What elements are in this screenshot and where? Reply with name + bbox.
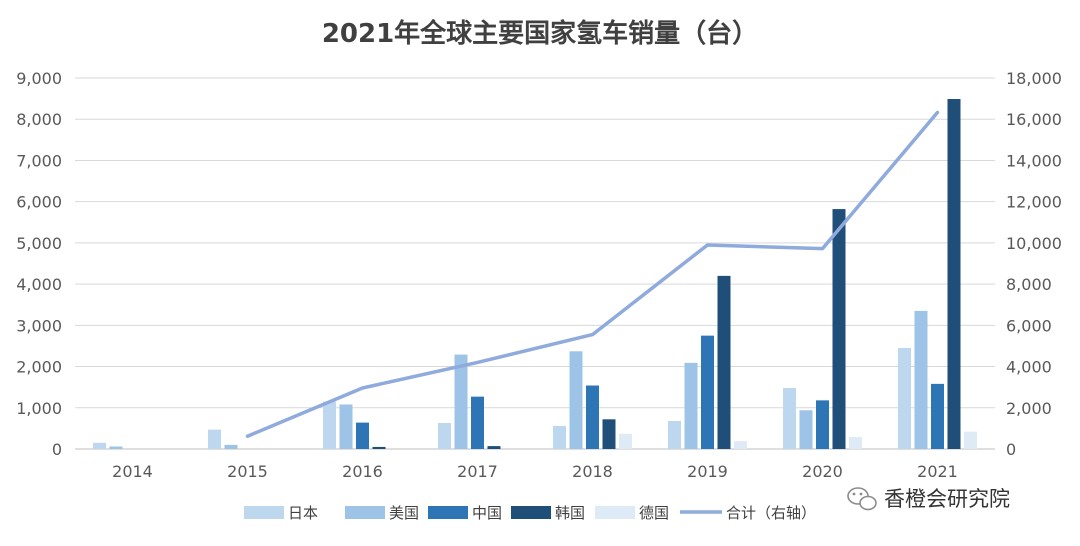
bar-中国-2021: [931, 383, 944, 449]
legend-label: 美国: [389, 504, 419, 522]
x-tick-label: 2019: [687, 462, 728, 481]
bar-德国-2021: [964, 431, 977, 449]
legend-swatch: [244, 506, 284, 519]
bar-日本-2021: [898, 348, 911, 449]
y2-tick-label: 6,000: [1006, 316, 1052, 335]
y-tick-label: 5,000: [16, 234, 62, 253]
bar-日本-2018: [553, 425, 566, 449]
x-tick-label: 2020: [802, 462, 843, 481]
x-tick-label: 2017: [457, 462, 498, 481]
x-axis-ticks: 2014 2015 2016 2017 2018 2019 2020 2021: [112, 462, 958, 481]
bar-美国-2020: [799, 410, 813, 449]
legend-swatch: [595, 506, 635, 519]
legend-label: 韩国: [555, 504, 585, 522]
y2-tick-label: 0: [1006, 440, 1016, 459]
y-tick-label: 6,000: [16, 193, 62, 212]
y2-tick-label: 14,000: [1006, 151, 1062, 170]
bar-韩国-2017: [487, 446, 501, 449]
bar-韩国-2016: [372, 446, 386, 449]
x-tick-label: 2018: [572, 462, 613, 481]
bar-美国-2017: [454, 354, 468, 449]
total-line: [245, 110, 940, 438]
legend-label: 德国: [639, 504, 669, 522]
bar-德国-2018: [619, 433, 632, 449]
wechat-icon: [847, 487, 877, 511]
legend: 日本 美国 中国 韩国 德国 合计（右轴）: [244, 504, 816, 522]
bar-日本-2016: [323, 401, 336, 449]
bar-日本-2015: [208, 429, 221, 449]
legend-swatch: [511, 506, 551, 519]
y-tick-label: 9,000: [16, 69, 62, 88]
x-tick-label: 2016: [342, 462, 383, 481]
y-tick-label: 8,000: [16, 110, 62, 129]
chart-title: 2021年全球主要国家氢车销量（台）: [322, 18, 758, 49]
bar-美国-2021: [914, 310, 928, 449]
legend-swatch: [345, 506, 385, 519]
y2-tick-label: 2,000: [1006, 399, 1052, 418]
bar-日本-2017: [438, 423, 451, 449]
bars: [93, 99, 977, 450]
bar-美国-2018: [569, 351, 583, 449]
bar-韩国-2018: [602, 419, 616, 449]
bar-中国-2017: [471, 396, 484, 449]
y-tick-label: 0: [52, 440, 62, 459]
watermark: 香橙会研究院: [847, 487, 1010, 511]
bar-中国-2020: [816, 400, 829, 449]
total-line-path: [245, 110, 940, 438]
watermark-text: 香橙会研究院: [884, 487, 1010, 511]
bar-美国-2014: [109, 446, 123, 449]
y-tick-label: 1,000: [16, 399, 62, 418]
gridlines: [75, 77, 995, 409]
y-tick-label: 4,000: [16, 275, 62, 294]
bar-美国-2019: [684, 362, 698, 449]
y2-tick-label: 10,000: [1006, 234, 1062, 253]
right-axis-ticks: 0 2,000 4,000 6,000 8,000 10,000 12,000 14,000 1…: [1006, 69, 1062, 459]
bar-日本-2020: [783, 387, 796, 449]
y2-tick-label: 12,000: [1006, 193, 1062, 212]
bar-德国-2020: [849, 437, 862, 449]
y-tick-label: 2,000: [16, 358, 62, 377]
legend-label: 中国: [472, 504, 502, 522]
y2-tick-label: 16,000: [1006, 110, 1062, 129]
bar-中国-2019: [701, 335, 714, 449]
y2-tick-label: 18,000: [1006, 69, 1062, 88]
bar-日本-2014: [93, 442, 106, 449]
x-tick-label: 2015: [227, 462, 268, 481]
bar-韩国-2019: [717, 275, 731, 449]
legend-swatch: [428, 506, 468, 519]
y2-tick-label: 4,000: [1006, 358, 1052, 377]
bar-中国-2018: [586, 385, 599, 449]
bar-韩国-2021: [947, 99, 961, 450]
legend-label: 日本: [288, 504, 318, 522]
legend-label: 合计（右轴）: [726, 504, 816, 522]
bar-日本-2019: [668, 420, 681, 449]
x-tick-label: 2014: [112, 462, 153, 481]
bar-美国-2016: [339, 404, 353, 449]
bar-德国-2019: [734, 441, 747, 449]
y-tick-label: 3,000: [16, 316, 62, 335]
bar-韩国-2020: [832, 209, 846, 449]
bar-美国-2015: [224, 444, 238, 449]
left-axis-ticks: 0 1,000 2,000 3,000 4,000 5,000 6,000 7,000 8,00…: [16, 69, 62, 459]
x-tick-label: 2021: [917, 462, 958, 481]
bar-中国-2016: [356, 422, 369, 449]
y2-tick-label: 8,000: [1006, 275, 1052, 294]
y-tick-label: 7,000: [16, 151, 62, 170]
